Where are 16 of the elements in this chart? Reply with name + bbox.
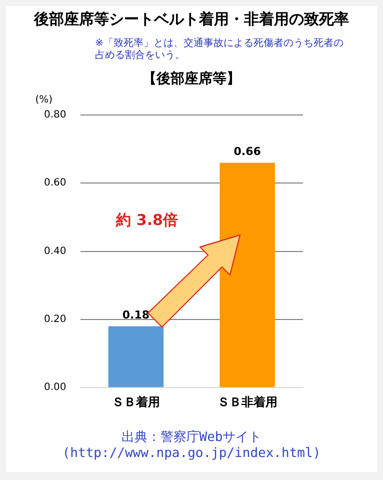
chart-title: 後部座席等シートベルト着用・非着用の致死率 [32, 10, 350, 29]
text: ※「致死率」とは、交通事故による死傷者のうち死者の占める割合をいう。 [95, 38, 344, 62]
y-tick-label: 0.20 [44, 314, 66, 326]
y-tick-label: 0.40 [44, 246, 66, 257]
y-tick-label: 0.60 [44, 178, 66, 189]
y-tick-label: 0.00 [44, 382, 66, 394]
x-tick-label: ＳＢ着用 [112, 394, 160, 409]
y-axis-title: (%) [35, 94, 53, 106]
annotation: 約 3.8倍 [115, 211, 178, 230]
y-tick-label: 0.80 [44, 110, 66, 121]
source-note: 出典：警察庁Webサイト [120, 429, 263, 446]
text: (http://www.npa.go.jp/index.html) [61, 446, 322, 461]
x-tick-label: ＳＢ非着用 [217, 394, 278, 409]
chart-subtitle: 【後部座席等】 [142, 70, 242, 88]
data-label: 0.18 [122, 308, 150, 322]
data-label: 0.66 [234, 145, 262, 158]
